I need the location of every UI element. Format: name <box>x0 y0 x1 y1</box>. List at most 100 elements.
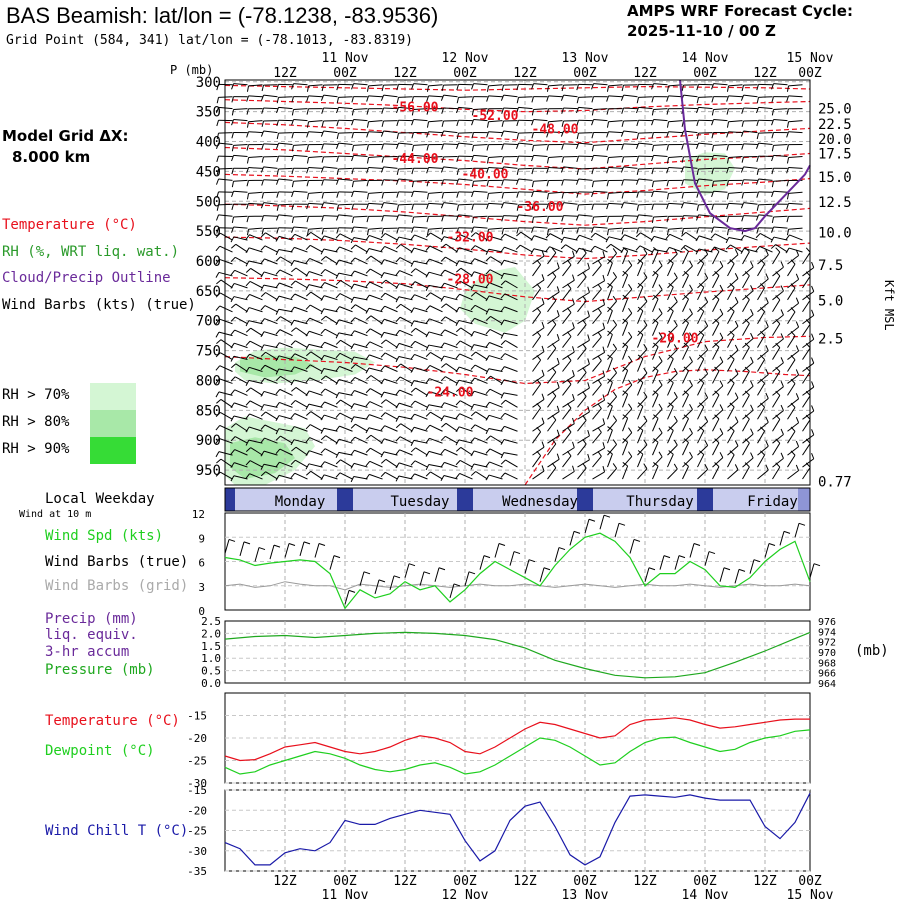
wind-barb <box>471 181 475 188</box>
wind-barb <box>637 372 648 384</box>
wind-barb <box>233 83 248 86</box>
wind-barb <box>591 203 594 211</box>
wind-barb <box>620 130 625 137</box>
wind-barb <box>410 387 416 393</box>
wind-barb <box>727 349 739 360</box>
wind-barb <box>695 235 700 242</box>
wind-barb <box>576 97 580 104</box>
wind-barb <box>786 167 790 174</box>
wind-barb <box>503 130 518 134</box>
wind-barb <box>410 307 415 314</box>
wind-barb <box>756 204 760 211</box>
legend-rh80: RH > 80% <box>2 414 70 430</box>
wind-barb <box>682 289 693 301</box>
wind-barb <box>320 368 325 375</box>
wind-barb <box>742 362 754 372</box>
wind-barb <box>639 245 653 253</box>
wind-barb <box>622 441 629 456</box>
wind-barb <box>474 437 488 444</box>
wind-barb <box>637 310 644 324</box>
weekday-label: Wednesday <box>502 494 578 510</box>
wind-barb <box>710 233 716 239</box>
wind-barb <box>458 260 473 265</box>
wind-barb <box>215 292 221 298</box>
wind-barb <box>275 475 280 481</box>
bottom-time-label: 00Z <box>573 874 597 889</box>
wind-barb <box>230 316 236 322</box>
wind-barb <box>490 435 503 444</box>
wind-barb <box>231 243 237 249</box>
wind-barb <box>410 413 415 420</box>
wind-barb <box>790 283 796 289</box>
wind-barb <box>536 426 542 433</box>
wind-barb <box>474 377 488 384</box>
wind-barb <box>441 156 444 163</box>
wind-barb <box>658 451 663 458</box>
wind-barb <box>444 402 458 408</box>
wind-barb <box>541 321 545 328</box>
wind-barb <box>536 307 542 313</box>
wind-barb <box>541 369 545 376</box>
wind-barb <box>473 119 488 122</box>
wind-barb <box>582 367 587 373</box>
wind-barb <box>218 203 233 206</box>
wind-barb-10m <box>288 543 296 546</box>
wind-barb <box>460 327 473 337</box>
wind-barb <box>278 295 293 301</box>
wind-barb <box>456 204 460 211</box>
wind-barb <box>263 344 278 349</box>
wind-barb <box>336 84 339 91</box>
page-title: BAS Beamish: lat/lon = (-78.1238, -83.95… <box>6 3 439 28</box>
wind-barb <box>460 446 473 456</box>
wind-barb <box>261 107 264 114</box>
wind-barb <box>320 94 325 101</box>
wind-barb <box>653 270 659 276</box>
wind-barb <box>651 132 654 139</box>
wind-barb <box>592 264 602 277</box>
wind-barb-10m <box>513 551 521 555</box>
wind-barb <box>234 376 248 384</box>
pressure-tick-label: 900 <box>196 433 221 449</box>
wind-barb <box>590 245 596 252</box>
wind-barb <box>628 403 633 410</box>
wind-barb <box>680 166 685 173</box>
wind-barb <box>290 293 296 299</box>
wind-barb <box>741 120 744 127</box>
wind-barb <box>384 352 398 360</box>
wind-barb <box>505 340 518 349</box>
wind-barb <box>425 451 430 457</box>
wind-barb <box>456 447 462 452</box>
wind-barb <box>711 226 715 233</box>
wind-barb <box>338 332 353 337</box>
wind-barb <box>219 424 233 432</box>
wind-barb <box>757 454 766 468</box>
wind-barb <box>546 193 550 200</box>
wind-barb <box>562 423 575 432</box>
wind-barb <box>488 191 503 194</box>
wind-barb <box>551 295 557 301</box>
wind-barb <box>551 462 557 469</box>
wind-barb <box>410 473 415 480</box>
wind-barb <box>500 332 505 339</box>
wind-barb <box>275 142 280 149</box>
wind-barb <box>261 143 264 150</box>
wind-barb <box>734 440 739 447</box>
wind-barb-10m <box>318 543 326 546</box>
wind-barb <box>485 355 490 361</box>
wind-barb <box>729 306 735 312</box>
wind-barb <box>668 282 674 288</box>
wind-barb <box>628 307 633 314</box>
wind-barb <box>561 228 564 235</box>
wind-barb <box>350 476 355 483</box>
wind-barb <box>667 334 674 348</box>
wind-barb <box>682 433 693 444</box>
wind-barb <box>531 226 535 233</box>
wind-barb <box>398 402 413 408</box>
wind-barb <box>351 83 355 90</box>
wind-barb <box>428 464 443 468</box>
wind-barb <box>643 439 648 446</box>
wind-barb <box>729 450 735 456</box>
wind-barb <box>350 343 355 350</box>
wind-barb <box>667 444 678 456</box>
wind-barb <box>697 325 708 337</box>
